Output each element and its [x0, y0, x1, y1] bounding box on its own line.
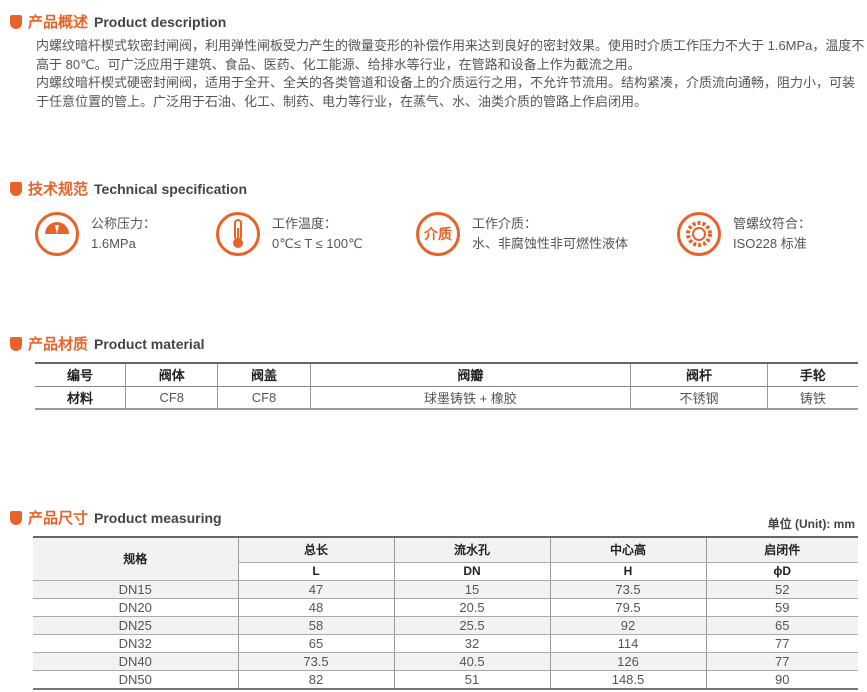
shield-icon	[10, 510, 22, 525]
header-cell: 手轮	[766, 363, 858, 387]
table-row: 材料 CF8 CF8 球墨铸铁 + 橡胶 不锈钢 铸铁	[35, 386, 858, 409]
material-table: 编号 阀体 阀盖 阀瓣 阀杆 手轮 材料 CF8 CF8 球墨铸铁 + 橡胶 不锈钢 铸铁	[35, 362, 858, 410]
cell: DN15	[33, 580, 238, 599]
section-title-zh: 产品材质	[28, 336, 89, 353]
section-title-zh: 产品尺寸	[28, 510, 89, 527]
header-cell: 阀杆	[630, 363, 768, 387]
cell: 47	[237, 580, 394, 599]
cell: 65	[705, 616, 858, 635]
section-title-zh: 产品概述	[28, 14, 89, 31]
cell: 铸铁	[766, 386, 858, 409]
table-header-row: 规格 总长 流水孔 中心高 启闭件	[33, 537, 858, 581]
cell: 48	[237, 598, 394, 617]
cell: 114	[549, 634, 706, 653]
header-cell: 总长	[237, 537, 394, 563]
cell: 92	[549, 616, 706, 635]
spec-label: 管螺纹符合：	[733, 216, 812, 231]
spec-label: 工作温度：	[272, 216, 338, 231]
cell: 79.5	[549, 598, 706, 617]
cell: 32	[393, 634, 550, 653]
cell: 40.5	[393, 652, 550, 671]
header-cell: 规格	[33, 537, 238, 581]
table-row: DN40 73.5 40.5 126 77	[33, 652, 858, 671]
spec-value: ISO228 标准	[733, 236, 807, 251]
cell: DN20	[33, 598, 238, 617]
header-cell: 流水孔	[393, 537, 550, 563]
table-row: DN15 47 15 73.5 52	[33, 580, 858, 599]
spec-temperature: 工作温度： 0℃≤ T ≤ 100℃	[216, 212, 363, 256]
section-title-en: Technical specification	[94, 180, 248, 197]
cell: DN25	[33, 616, 238, 635]
spec-value: 0℃≤ T ≤ 100℃	[272, 236, 363, 251]
header-cell: H	[549, 562, 706, 581]
section-title-en: Product description	[94, 13, 227, 30]
cell: 不锈钢	[630, 386, 768, 409]
header-cell: ϕD	[705, 562, 858, 581]
cell: DN32	[33, 634, 238, 653]
cell: DN40	[33, 652, 238, 671]
cell: 73.5	[237, 652, 394, 671]
spec-thread: 管螺纹符合： ISO228 标准	[677, 212, 811, 256]
header-cell: 编号	[35, 363, 126, 387]
cell: 20.5	[393, 598, 550, 617]
cell: 52	[705, 580, 858, 599]
table-row: DN20 48 20.5 79.5 59	[33, 598, 858, 617]
cell: 58	[237, 616, 394, 635]
shield-icon	[10, 14, 22, 29]
medium-icon: 介质	[416, 212, 460, 256]
section-specification-header: 技术规范 Technical specification	[10, 178, 247, 199]
cell: CF8	[125, 386, 218, 409]
description-text: 内螺纹暗杆楔式软密封闸阀，利用弹性闸板受力产生的微量变形的补偿作用来达到良好的密…	[36, 37, 866, 111]
section-measuring-header: 产品尺寸 Product measuring	[10, 507, 222, 528]
unit-label: 单位 (Unit): mm	[767, 517, 855, 531]
cell: 148.5	[549, 670, 706, 689]
cell: 65	[237, 634, 394, 653]
section-title-en: Product material	[94, 335, 205, 352]
spec-label: 工作介质：	[472, 216, 538, 231]
cell: 15	[393, 580, 550, 599]
header-cell: 阀盖	[217, 363, 311, 387]
cell: 球墨铸铁 + 橡胶	[309, 386, 631, 409]
paragraph: 内螺纹暗杆楔式硬密封闸阀，适用于全开、全关的各类管道和设备上的介质运行之用，不允…	[36, 75, 856, 109]
table-row: DN50 82 51 148.5 90	[33, 670, 858, 689]
header-cell: 启闭件	[705, 537, 858, 563]
thermometer-icon	[216, 212, 260, 256]
pressure-gauge-icon	[35, 212, 79, 256]
shield-icon	[10, 336, 22, 351]
section-title-en: Product measuring	[94, 509, 222, 526]
header-cell: 阀体	[125, 363, 218, 387]
spec-value: 水、非腐蚀性非可燃性液体	[472, 236, 629, 251]
paragraph: 内螺纹暗杆楔式软密封闸阀，利用弹性闸板受力产生的微量变形的补偿作用来达到良好的密…	[36, 38, 865, 72]
cell: CF8	[217, 386, 311, 409]
section-title-zh: 技术规范	[28, 181, 89, 198]
spec-label: 公称压力：	[91, 216, 157, 231]
gear-icon	[677, 212, 721, 256]
cell: 材料	[67, 390, 94, 406]
cell: 126	[549, 652, 706, 671]
header-cell: DN	[393, 562, 550, 581]
section-material-header: 产品材质 Product material	[10, 333, 205, 354]
table-header-row: 编号 阀体 阀盖 阀瓣 阀杆 手轮	[35, 363, 858, 387]
cell: DN50	[33, 670, 238, 689]
spec-medium: 介质 工作介质： 水、非腐蚀性非可燃性液体	[416, 212, 628, 256]
cell: 51	[393, 670, 550, 689]
header-cell: 中心高	[549, 537, 706, 563]
header-cell: 阀瓣	[309, 363, 631, 387]
cell: 59	[705, 598, 858, 617]
header-cell: L	[237, 562, 394, 581]
cell: 90	[705, 670, 858, 689]
spec-pressure: 公称压力： 1.6MPa	[35, 212, 156, 256]
cell: 25.5	[393, 616, 550, 635]
section-description-header: 产品概述 Product description	[10, 11, 226, 32]
shield-icon	[10, 181, 22, 196]
table-row: DN32 65 32 114 77	[33, 634, 858, 653]
spec-value: 1.6MPa	[91, 236, 136, 251]
cell: 82	[237, 670, 394, 689]
table-row: DN25 58 25.5 92 65	[33, 616, 858, 635]
cell: 77	[705, 652, 858, 671]
cell: 77	[705, 634, 858, 653]
cell: 73.5	[549, 580, 706, 599]
